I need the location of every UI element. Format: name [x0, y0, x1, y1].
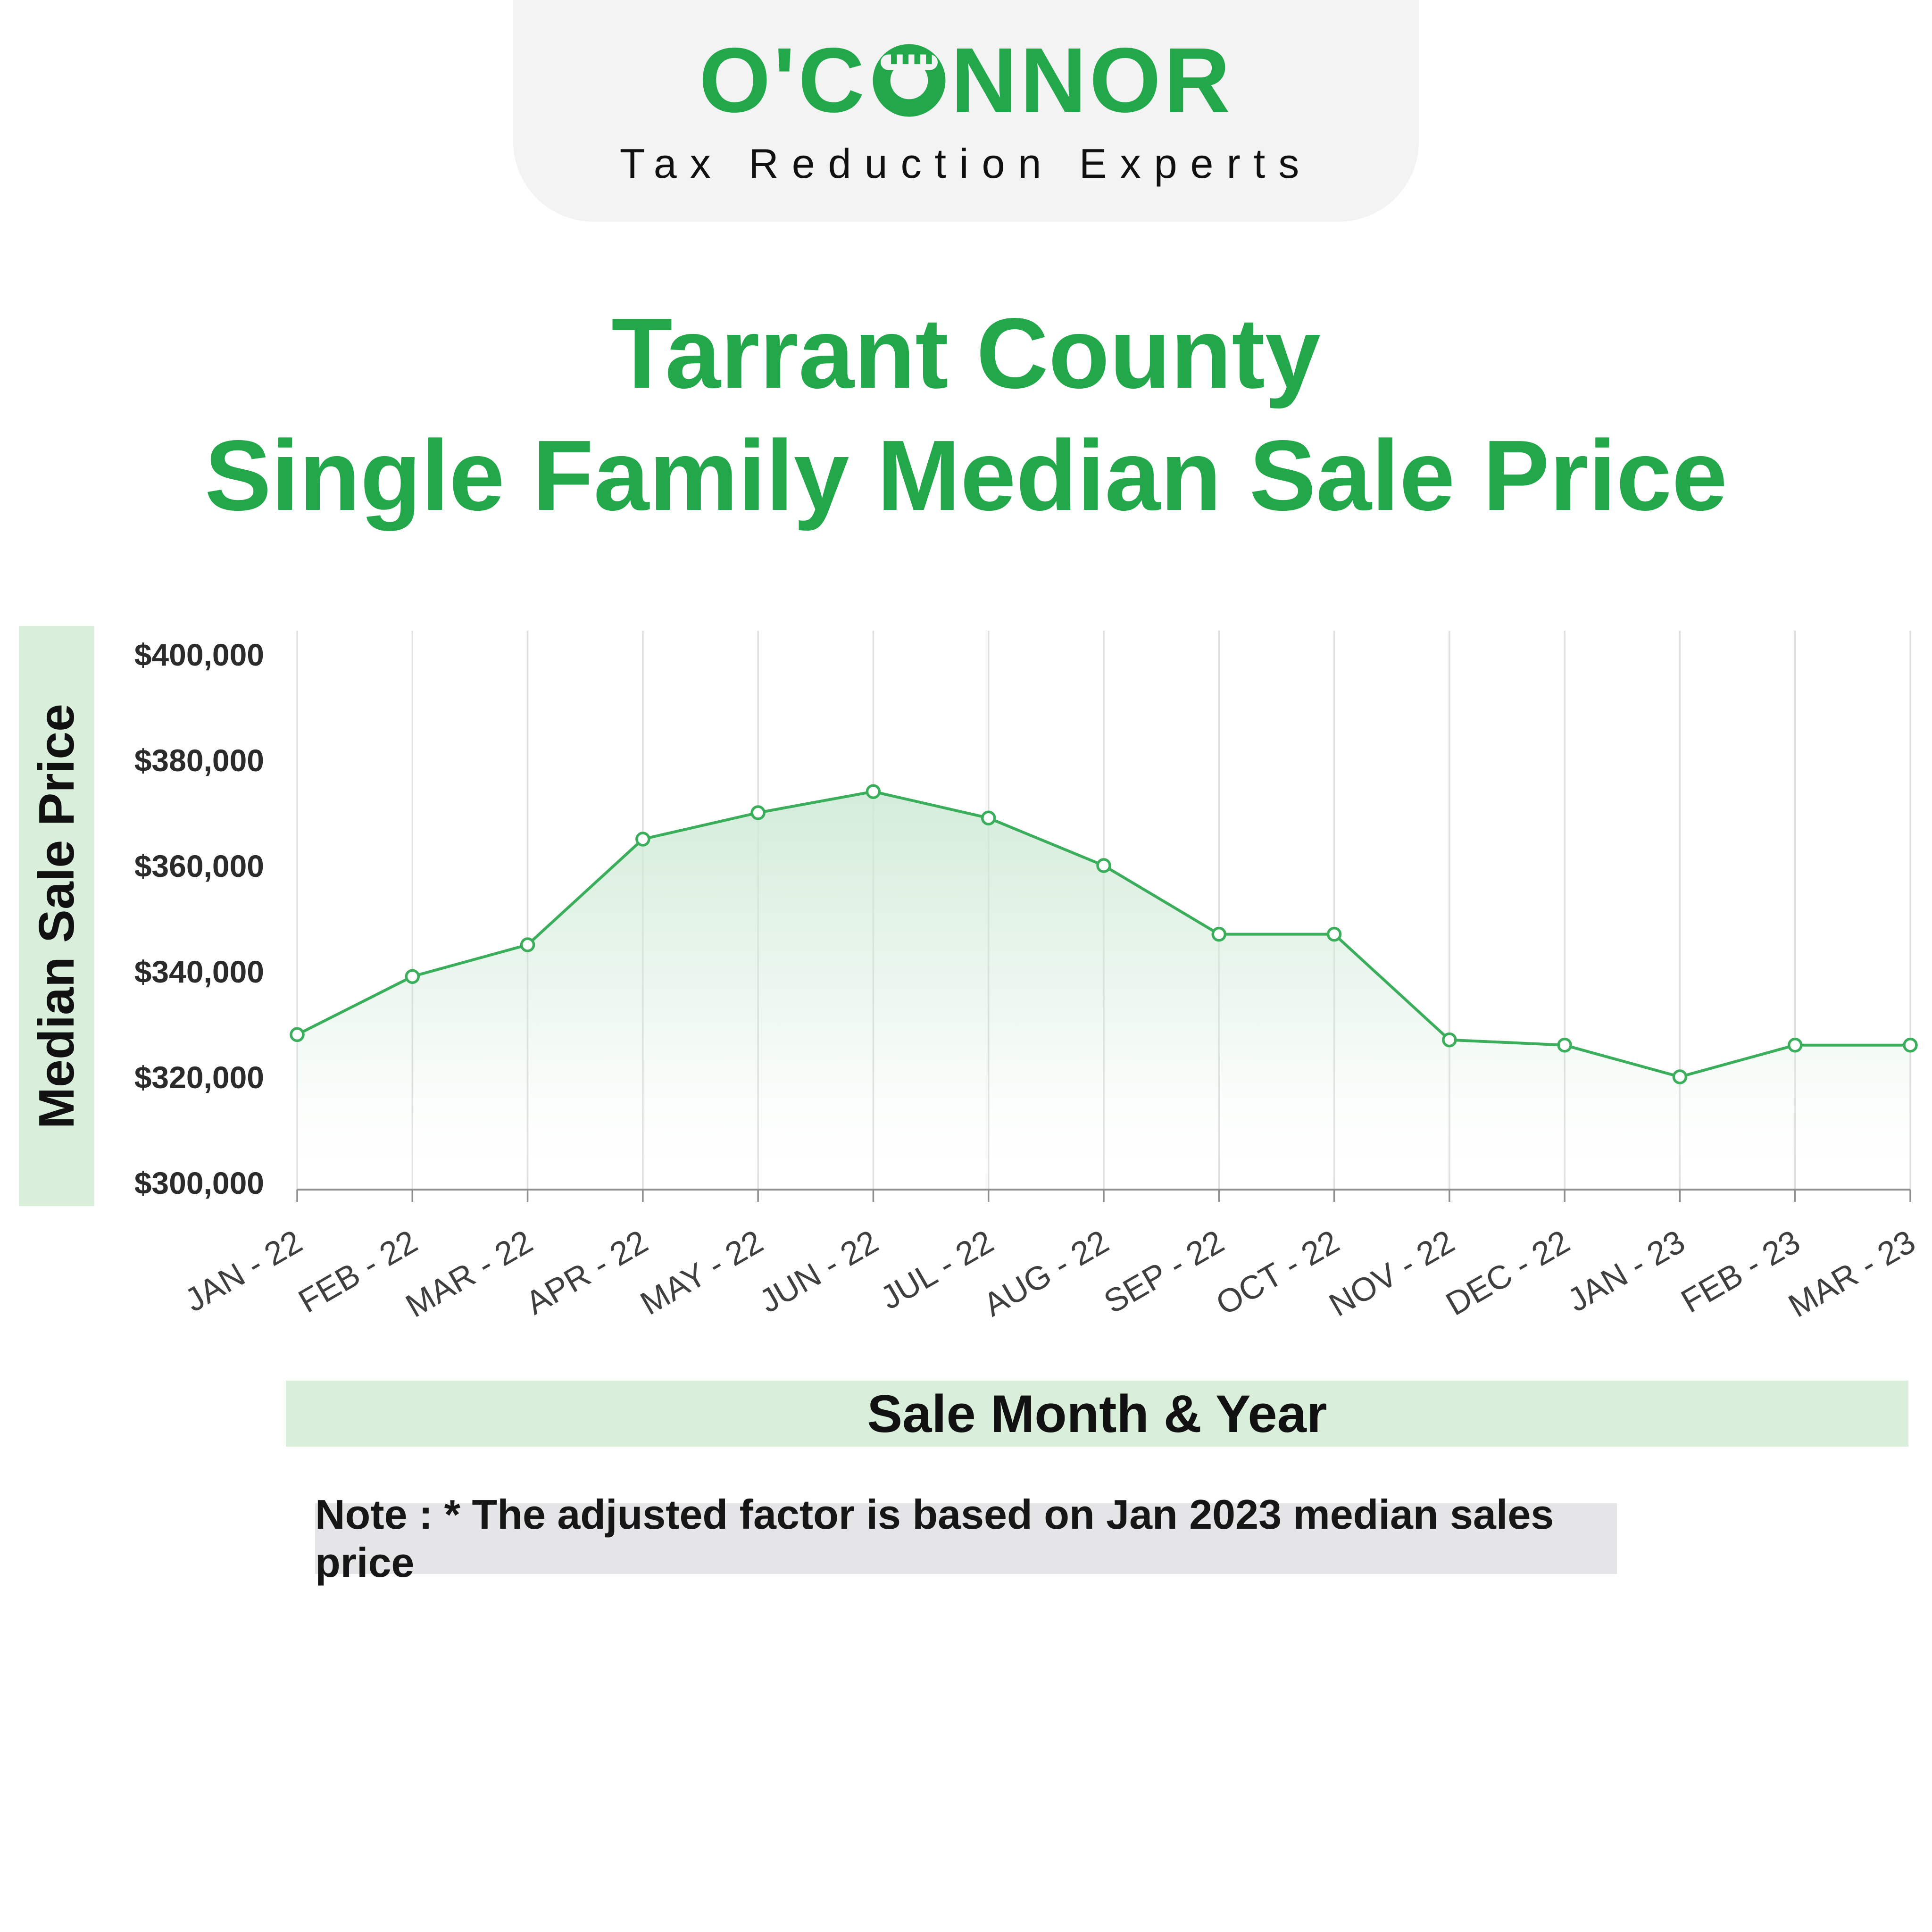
logo-text-left: O'C [699, 28, 867, 132]
brand-tagline: Tax Reduction Experts [619, 140, 1313, 187]
y-tick-label: $380,000 [134, 743, 264, 778]
x-tick-label: SEP - 22 [1098, 1223, 1230, 1321]
y-axis-label: Median Sale Price [28, 703, 84, 1129]
page-title: Tarrant County Single Family Median Sale… [0, 292, 1932, 536]
data-point [866, 784, 881, 799]
x-tick-label: MAR - 23 [1782, 1223, 1921, 1324]
y-tick-label: $300,000 [134, 1166, 264, 1200]
y-tick-label: $400,000 [134, 637, 264, 672]
x-tick-label: DEC - 22 [1440, 1223, 1575, 1323]
data-point [1096, 858, 1111, 873]
y-axis-label-box: Median Sale Price [19, 626, 94, 1207]
data-point [750, 805, 766, 820]
data-point [1442, 1033, 1457, 1048]
data-point [1903, 1038, 1918, 1053]
y-tick-label: $360,000 [134, 849, 264, 883]
area-fill [297, 791, 1910, 1190]
x-tick-label: JAN - 22 [179, 1223, 308, 1319]
line-chart: $300,000 $320,000 $340,000 $360,000 $380,000… [99, 616, 1929, 1371]
x-axis-label-bar: Sale Month & Year [286, 1381, 1908, 1447]
note-bar: Note : * The adjusted factor is based on… [315, 1491, 1617, 1586]
data-point [290, 1027, 305, 1042]
page-title-line2: Single Family Median Sale Price [204, 419, 1728, 531]
logo-banner: O'C NNOR Tax Reduction Experts [513, 0, 1419, 222]
note-text: Note : * The adjusted factor is based on… [315, 1491, 1554, 1586]
x-tick-label: FEB - 23 [1675, 1223, 1806, 1320]
data-point [1211, 927, 1227, 942]
y-tick-label: $340,000 [134, 954, 264, 989]
chart-canvas: $300,000 $320,000 $340,000 $360,000 $380,000… [134, 631, 1922, 1324]
logo-text-right: NNOR [950, 28, 1233, 132]
x-tick-label: JAN - 23 [1561, 1223, 1691, 1319]
data-point [405, 969, 420, 984]
data-point [1787, 1038, 1803, 1053]
data-point [1326, 927, 1342, 942]
data-point [635, 832, 650, 847]
x-tick-label: MAR - 22 [400, 1223, 539, 1324]
chart-section: Median Sale Price $300,000 $320,000 $340,0… [0, 616, 1932, 1381]
data-point [981, 810, 996, 826]
data-point [520, 937, 535, 952]
x-tick-label: FEB - 22 [292, 1223, 424, 1320]
logo-gauge-o-icon [870, 42, 948, 119]
x-tick-label: JUL - 22 [874, 1223, 999, 1317]
page-title-line1: Tarrant County [611, 297, 1321, 409]
x-tick-label: AUG - 22 [977, 1223, 1115, 1324]
brand-logo: O'C NNOR [699, 34, 1233, 126]
x-tick-label: APR - 22 [519, 1223, 654, 1322]
data-point [1557, 1038, 1572, 1053]
header: O'C NNOR Tax Reduction Experts [0, 0, 1932, 222]
x-tick-label: NOV - 22 [1323, 1223, 1461, 1324]
y-tick-label: $320,000 [134, 1060, 264, 1095]
x-tick-label: MAY - 22 [634, 1223, 769, 1322]
x-tick-label: OCT - 22 [1210, 1223, 1345, 1323]
data-point [1672, 1069, 1688, 1084]
data-points [290, 784, 1918, 1084]
x-tick-label: JUN - 22 [753, 1223, 884, 1320]
x-axis-label: Sale Month & Year [867, 1384, 1327, 1443]
